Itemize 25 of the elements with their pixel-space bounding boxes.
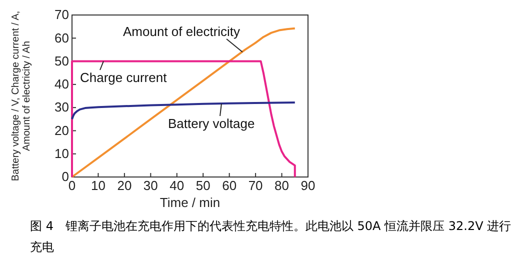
x-axis-title: Time / min	[160, 195, 220, 210]
caption: 图 4 锂离子电池在充电作用下的代表性充电特性。此电池以 50A 恒流并限压 32.2V 进行充电	[30, 218, 512, 256]
series-label: Charge current	[80, 70, 168, 85]
x-tick-label: 20	[117, 178, 132, 194]
x-tick-label: 30	[143, 178, 158, 194]
y-tick-label: 20	[54, 122, 69, 138]
y-tick-label: 60	[54, 30, 69, 46]
x-tick-label: 40	[170, 178, 184, 194]
y-tick-label: 30	[54, 100, 69, 115]
x-tick-label: 50	[196, 178, 210, 194]
y-tick-label: 40	[54, 76, 69, 92]
y-axis-title: Battery voltage / V, Charge current / A, Amount of electricity / Ah	[10, 10, 32, 182]
x-tick-label: 70	[248, 178, 263, 194]
x-tick-label: 60	[222, 178, 237, 194]
series-label: Battery voltage	[168, 116, 255, 131]
y-tick-label: 70	[54, 7, 69, 22]
y-tick-label: 50	[54, 53, 69, 68]
y-tick-label: 10	[54, 146, 69, 162]
x-tick-label: 90	[300, 178, 316, 194]
line-series	[71, 60, 296, 178]
line-series	[71, 101, 296, 120]
line-series	[71, 27, 296, 178]
x-tick-label: 80	[274, 178, 290, 194]
series-label: Amount of electricity	[123, 24, 241, 39]
x-tick-label: 10	[90, 178, 106, 194]
